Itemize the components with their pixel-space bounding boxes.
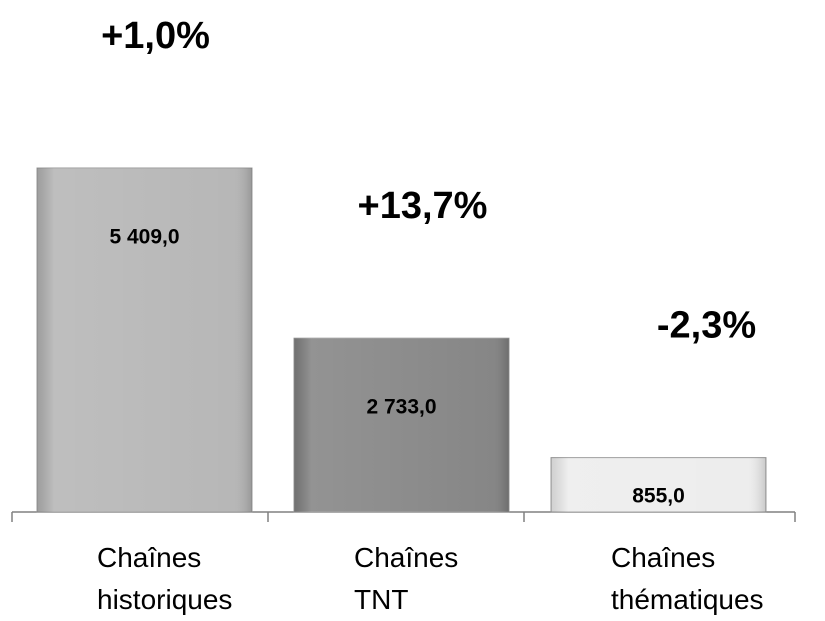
growth-annotation: -2,3% <box>657 305 756 347</box>
category-label: Chaînes historiques <box>97 542 232 615</box>
category-label: Chaînes thématiques <box>611 542 764 615</box>
value-label: 5 409,0 <box>109 226 179 249</box>
value-label: 855,0 <box>632 485 685 508</box>
bar-shade <box>551 457 766 512</box>
bar-shade <box>37 168 252 512</box>
growth-annotation: +13,7% <box>358 185 488 227</box>
growth-annotation: +1,0% <box>101 15 210 57</box>
bar-shade <box>294 338 509 512</box>
value-label: 2 733,0 <box>366 396 436 419</box>
category-label: Chaînes TNT <box>354 542 458 615</box>
